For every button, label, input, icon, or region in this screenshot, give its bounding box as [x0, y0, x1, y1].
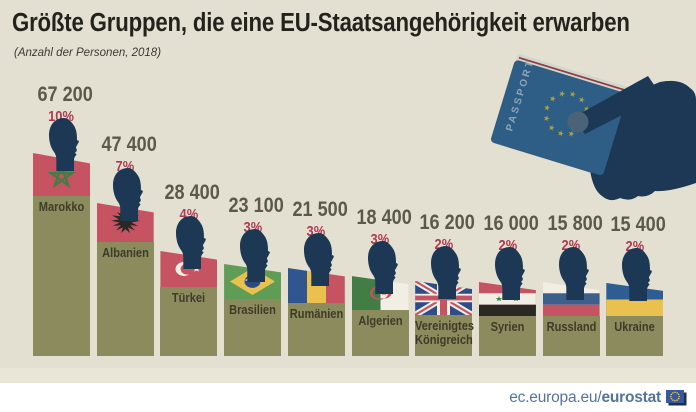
svg-text:★: ★ [547, 123, 556, 134]
value-label: 28 400 [164, 181, 221, 204]
value-label: 15 400 [610, 213, 667, 236]
svg-text:★: ★ [557, 88, 566, 99]
value-label: 23 100 [228, 194, 284, 217]
svg-text:★: ★ [548, 93, 557, 104]
person-head-icon [303, 233, 334, 286]
page-title: Größte Gruppen, die eine EU-Staatsangehö… [12, 8, 696, 39]
value-label: 15 800 [547, 212, 603, 235]
value-label: 47 400 [101, 133, 157, 156]
country-label: Rumänien [289, 306, 344, 321]
value-label: 67 200 [37, 83, 93, 106]
footer-url: ec.europa.eu/eurostat [509, 389, 661, 407]
value-label: 16 000 [483, 212, 539, 235]
bar-segment: Ukraine [606, 316, 664, 356]
svg-text:★: ★ [582, 104, 591, 115]
country-label: Marokko [38, 199, 85, 214]
bar-column-al: 47 400 7% Albanien [96, 0, 157, 360]
bar-segment: Syrien [478, 316, 536, 356]
bar-column-dz: 18 400 3% Algerien [351, 0, 412, 360]
country-label: Albanien [101, 245, 149, 260]
footer-url-prefix: ec.europa.eu/ [509, 388, 602, 406]
svg-text:★: ★ [542, 103, 551, 114]
svg-text:★: ★ [556, 128, 565, 139]
bar-column-gb: 16 200 2% Vereinigtes Königreich [415, 0, 475, 360]
country-label: Syrien [490, 319, 525, 334]
bar-segment: Albanien [96, 242, 154, 356]
svg-text:★: ★ [567, 129, 576, 140]
country-label: Algerien [357, 313, 403, 328]
value-label: 16 200 [419, 211, 475, 234]
footer: ec.europa.eu/eurostat [0, 383, 696, 412]
person-head-icon [112, 168, 143, 221]
bar-segment: Brasilien [224, 299, 282, 356]
svg-text:★: ★ [568, 89, 577, 100]
bar-column-ma: 67 200 10% Marokko [33, 0, 93, 360]
country-label: Brasilien [229, 302, 276, 317]
person-head-icon [367, 241, 398, 294]
person-head-icon [622, 248, 653, 301]
svg-text:★: ★ [577, 95, 586, 106]
person-head-icon [49, 118, 79, 171]
thumb-tip-icon [567, 111, 589, 133]
bar-segment: Russland [542, 316, 600, 356]
page-subtitle: (Anzahl der Personen, 2018) [14, 47, 162, 59]
country-label: Russland [546, 319, 596, 334]
value-label: 21 500 [292, 198, 348, 221]
person-head-icon [558, 247, 589, 300]
ground-strip [0, 368, 696, 383]
passport-hand-illustration: PASSPORT ★★★★★★★★★★★★ [490, 54, 696, 201]
bar-column-ru: 15 800 2% Russland [542, 0, 603, 360]
bar-segment: Marokko [33, 196, 90, 356]
bar-column-tr: 28 400 4% Türkei [160, 0, 221, 360]
page-title-text: Größte Gruppen, die eine EU-Staatsangehö… [12, 9, 630, 37]
footer-url-bold: eurostat [601, 388, 661, 406]
person-head-icon [494, 247, 525, 300]
person-head-icon [240, 229, 270, 282]
country-label: Ukraine [614, 319, 656, 334]
person-head-icon [176, 216, 207, 269]
bar-segment: Algerien [351, 310, 409, 356]
bar-column-ua: 15 400 2% Ukraine [606, 0, 667, 360]
value-label: 18 400 [355, 206, 412, 229]
bar-chart: 67 200 10% Marokko 47 400 7% Albanien 28 400 4%… [33, 0, 667, 360]
svg-text:★: ★ [542, 113, 551, 124]
bar-segment: Vereinigtes Königreich [415, 315, 475, 356]
country-label: Vereinigtes Königreich [415, 318, 475, 347]
bar-column-sy: 16 000 2% Syrien [478, 0, 539, 360]
bar-column-ro: 21 500 3% Rumänien [287, 0, 348, 360]
person-head-icon [431, 246, 462, 299]
country-label: Türkei [172, 290, 206, 305]
bar-segment: Rumänien [287, 303, 345, 356]
bar-segment: Türkei [160, 287, 218, 356]
bar-column-br: 23 100 3% Brasilien [224, 0, 284, 360]
eu-flag-icon [666, 389, 687, 405]
thumb-icon [572, 76, 661, 134]
